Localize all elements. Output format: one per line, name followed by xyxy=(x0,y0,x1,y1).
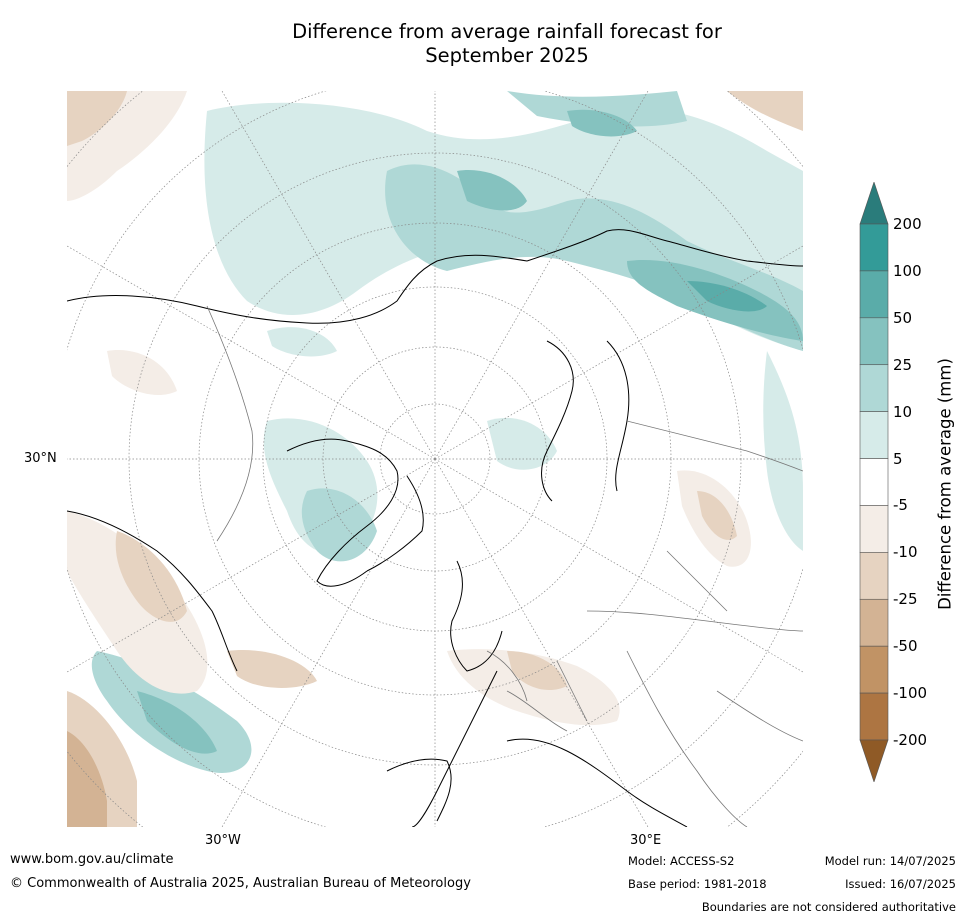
title-line-1: Difference from average rainfall forecas… xyxy=(292,20,722,43)
model-run-text: Model run: 14/07/2025 xyxy=(824,854,956,868)
colorbar-segment xyxy=(859,317,889,366)
colorbar-segment xyxy=(859,692,889,741)
coastlines xyxy=(67,229,803,827)
colorbar-segment xyxy=(859,223,889,272)
website-link[interactable]: www.bom.gov.au/climate xyxy=(10,852,174,867)
colorbar-tick-label: 100 xyxy=(893,261,922,280)
colorbar-tick-label: -10 xyxy=(893,543,918,562)
colorbar-extend-top xyxy=(859,182,889,225)
lat-label-30n: 30°N xyxy=(24,451,57,466)
colorbar-segment xyxy=(859,645,889,694)
lon-label-30w: 30°W xyxy=(205,833,241,848)
map-title: Difference from average rainfall forecas… xyxy=(0,20,965,68)
colorbar-extend-bottom xyxy=(859,739,889,782)
country-borders xyxy=(206,305,803,827)
colorbar-label: Difference from average (mm) xyxy=(935,358,955,610)
colorbar-tick-label: -50 xyxy=(893,637,918,656)
colorbar-segment xyxy=(859,364,889,412)
model-text: Model: ACCESS-S2 xyxy=(628,854,735,868)
colorbar-tick-label: 50 xyxy=(893,308,913,327)
colorbar-segment xyxy=(859,270,889,319)
colorbar-segment xyxy=(859,458,889,506)
colorbar-tick-label: 25 xyxy=(893,355,913,374)
colorbar-segment xyxy=(859,598,889,647)
colorbar-tick-label: -25 xyxy=(893,590,918,609)
dry-anomaly-regions xyxy=(67,91,803,827)
base-period-text: Base period: 1981-2018 xyxy=(628,877,767,891)
rainfall-anomaly-map xyxy=(67,91,803,827)
colorbar-tick-label: -5 xyxy=(893,496,908,515)
title-line-2: September 2025 xyxy=(425,44,589,67)
disclaimer-text: Boundaries are not considered authoritat… xyxy=(701,900,956,914)
colorbar xyxy=(859,182,889,782)
colorbar-tick-label: -100 xyxy=(893,684,928,703)
colorbar-segment xyxy=(859,505,889,553)
colorbar-tick-label: 200 xyxy=(893,215,922,233)
copyright-text: © Commonwealth of Australia 2025, Austra… xyxy=(10,876,471,891)
colorbar-segment xyxy=(859,411,889,459)
colorbar-tick-label: 5 xyxy=(893,449,903,468)
colorbar-tick-label: 10 xyxy=(893,402,913,421)
lon-label-30e: 30°E xyxy=(630,833,662,848)
wet-anomaly-regions xyxy=(91,91,803,773)
graticule xyxy=(67,91,803,827)
colorbar-segment xyxy=(859,552,889,600)
issued-text: Issued: 16/07/2025 xyxy=(845,877,956,891)
colorbar-tick-label: -200 xyxy=(893,731,928,749)
